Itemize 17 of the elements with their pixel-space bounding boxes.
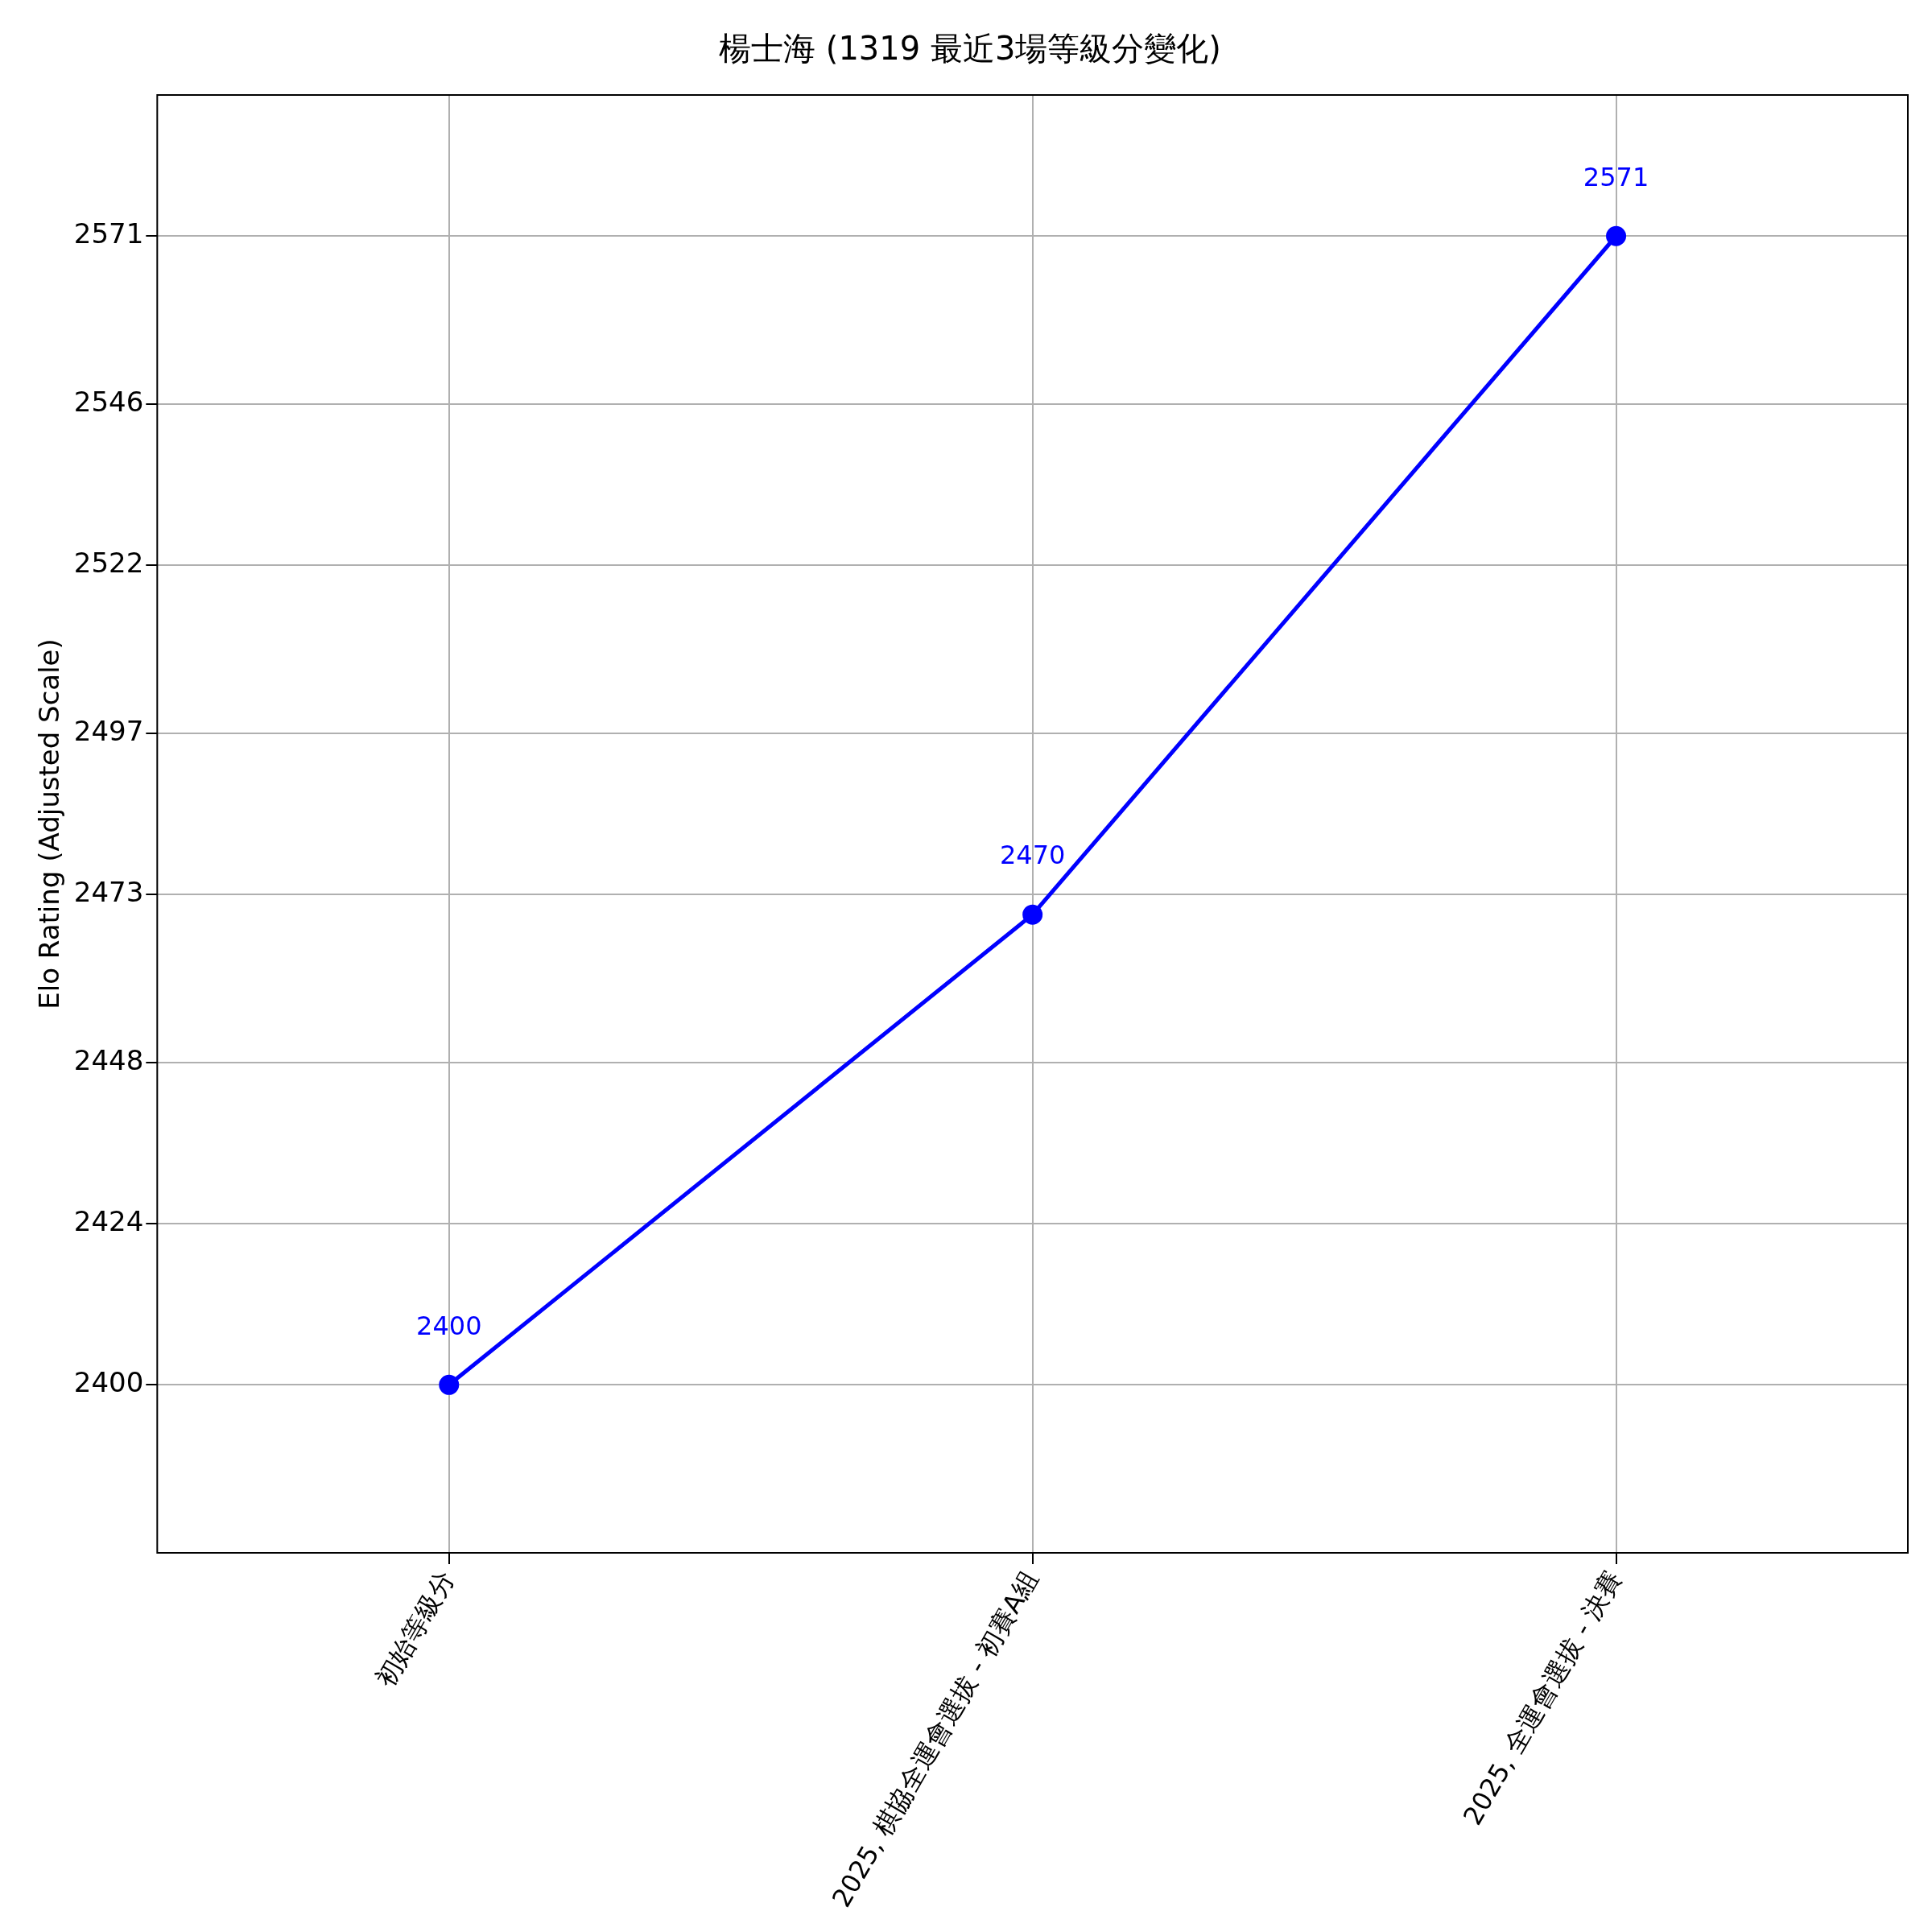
chart-title: 楊士海 (1319 最近3場等級分變化) <box>719 30 1221 68</box>
data-label: 2571 <box>1583 161 1649 192</box>
point <box>1606 225 1627 246</box>
y-tick-label: 2497 <box>73 714 144 747</box>
data-label: 2470 <box>999 840 1066 871</box>
y-tick-label: 2473 <box>73 875 144 908</box>
y-tick-label: 2448 <box>73 1043 144 1076</box>
y-tick-label: 2546 <box>73 385 144 418</box>
point <box>1022 904 1043 925</box>
y-tick-label: 2522 <box>73 547 144 580</box>
y-tick-label: 2400 <box>73 1366 144 1399</box>
y-axis-title: Elo Rating (Adjusted Scale) <box>33 638 66 1009</box>
point <box>439 1374 460 1395</box>
x-tick-label: 初始等級分 <box>369 1565 460 1693</box>
y-tick-label: 2571 <box>73 217 144 250</box>
y-tick-label: 2424 <box>73 1204 144 1237</box>
data-label: 2400 <box>416 1310 482 1341</box>
